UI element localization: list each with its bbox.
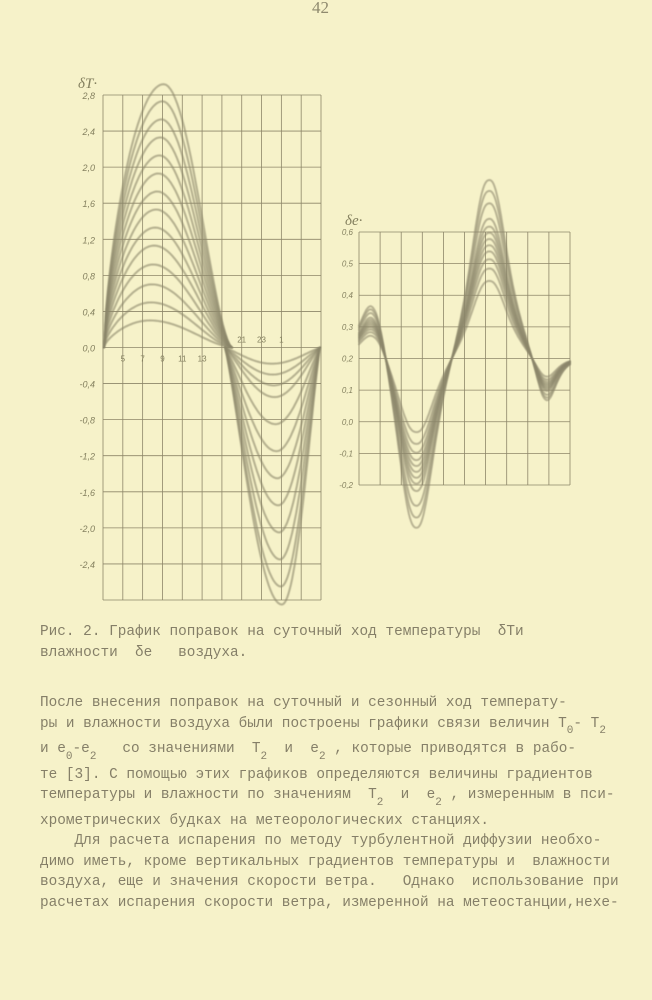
svg-text:2,0: 2,0 [81, 163, 95, 173]
svg-text:21: 21 [237, 336, 246, 345]
svg-text:0,5: 0,5 [342, 260, 354, 269]
svg-text:-1,6: -1,6 [79, 488, 95, 498]
svg-text:23: 23 [257, 336, 266, 345]
svg-text:0,0: 0,0 [82, 344, 95, 354]
svg-text:-0,4: -0,4 [79, 380, 95, 390]
svg-text:1,2: 1,2 [82, 235, 95, 245]
svg-text:0,1: 0,1 [342, 386, 353, 395]
svg-text:9: 9 [160, 355, 165, 364]
svg-text:13: 13 [198, 355, 207, 364]
svg-text:-0,8: -0,8 [79, 416, 95, 426]
svg-text:2,4: 2,4 [81, 127, 95, 137]
svg-text:-1,2: -1,2 [79, 452, 95, 462]
svg-text:-0,1: -0,1 [339, 449, 353, 458]
svg-text:5: 5 [121, 355, 126, 364]
svg-text:1: 1 [279, 336, 284, 345]
svg-text:7: 7 [140, 355, 145, 364]
svg-text:11: 11 [178, 355, 187, 364]
svg-text:0,0: 0,0 [342, 418, 354, 427]
svg-text:-0,2: -0,2 [339, 481, 353, 490]
svg-text:0,8: 0,8 [82, 271, 95, 281]
svg-text:-2,4: -2,4 [79, 560, 95, 570]
svg-text:0,2: 0,2 [342, 355, 354, 364]
svg-text:0,4: 0,4 [82, 307, 95, 317]
svg-text:-2,0: -2,0 [79, 524, 95, 534]
svg-text:0,4: 0,4 [342, 291, 354, 300]
svg-text:0,3: 0,3 [342, 323, 354, 332]
svg-text:1,6: 1,6 [82, 199, 95, 209]
